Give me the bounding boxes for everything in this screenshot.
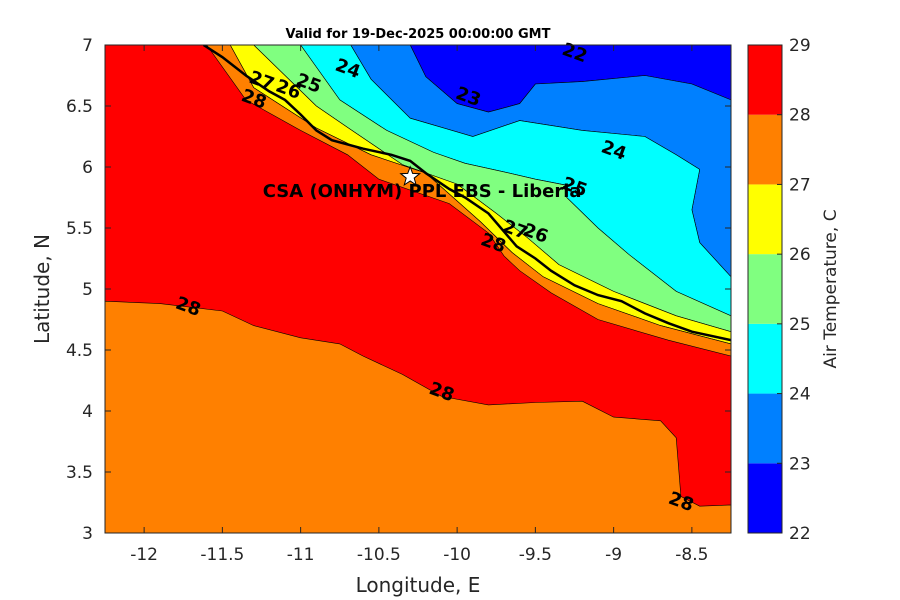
y-tick-label: 4.5 xyxy=(66,341,93,361)
y-axis-title: Latitude, N xyxy=(30,234,54,344)
chart-title: Valid for 19-Dec-2025 00:00:00 GMT xyxy=(286,27,551,42)
x-axis-title: Longitude, E xyxy=(356,573,481,597)
y-tick-label: 3 xyxy=(82,524,93,544)
y-tick-label: 5.5 xyxy=(66,219,93,239)
x-tick-label: -10.5 xyxy=(357,545,401,565)
colorbar: 22 23 24 25 26 27 28 29 xyxy=(747,36,811,544)
y-tick-label: 3.5 xyxy=(66,463,93,483)
x-tick-label: -8.5 xyxy=(675,545,708,565)
colorbar-swatch-22-23 xyxy=(748,463,782,533)
x-axis: -12 -11.5 -11 -10.5 -10 -9.5 -9 -8.5 xyxy=(130,45,708,565)
x-tick-label: -10 xyxy=(443,545,471,565)
colorbar-swatch-28-29 xyxy=(748,45,782,115)
site-label: CSA (ONHYM) PPL EBS - Liberia xyxy=(263,181,582,202)
contour-fill-regions xyxy=(105,45,731,533)
x-tick-label: -12 xyxy=(130,545,158,565)
colorbar-tick-label: 23 xyxy=(789,454,811,474)
x-tick-label: -11 xyxy=(287,545,315,565)
y-axis: 3 3.5 4 4.5 5 5.5 6 6.5 7 xyxy=(66,36,731,544)
x-tick-label: -9.5 xyxy=(519,545,552,565)
x-tick-label: -11.5 xyxy=(200,545,244,565)
colorbar-swatch-26-27 xyxy=(748,184,782,255)
site-star-marker xyxy=(399,165,422,187)
contour-region-27-28 xyxy=(206,45,731,357)
colorbar-tick-label: 22 xyxy=(789,524,811,544)
colorbar-title: Air Temperature, C xyxy=(821,209,841,368)
colorbar-tick-label: 28 xyxy=(789,106,811,126)
y-tick-label: 4 xyxy=(82,402,93,422)
y-tick-label: 6.5 xyxy=(66,97,93,117)
colorbar-tick-label: 26 xyxy=(789,245,811,265)
y-tick-label: 6 xyxy=(82,158,93,178)
contour-region-28-lower xyxy=(105,300,731,533)
colorbar-swatch-27-28 xyxy=(748,114,782,185)
y-tick-label: 5 xyxy=(82,280,93,300)
colorbar-tick-label: 29 xyxy=(789,36,811,56)
colorbar-tick-label: 24 xyxy=(789,385,811,405)
colorbar-tick-label: 27 xyxy=(789,175,811,195)
y-tick-label: 7 xyxy=(82,36,93,56)
x-tick-label: -9 xyxy=(605,545,622,565)
colorbar-swatch-25-26 xyxy=(748,254,782,324)
site-star xyxy=(399,165,422,187)
colorbar-swatch-23-24 xyxy=(748,393,782,464)
colorbar-frame xyxy=(747,44,783,534)
coastline xyxy=(202,45,731,342)
colorbar-swatch-24-25 xyxy=(748,323,782,394)
colorbar-tick-label: 25 xyxy=(789,315,811,335)
